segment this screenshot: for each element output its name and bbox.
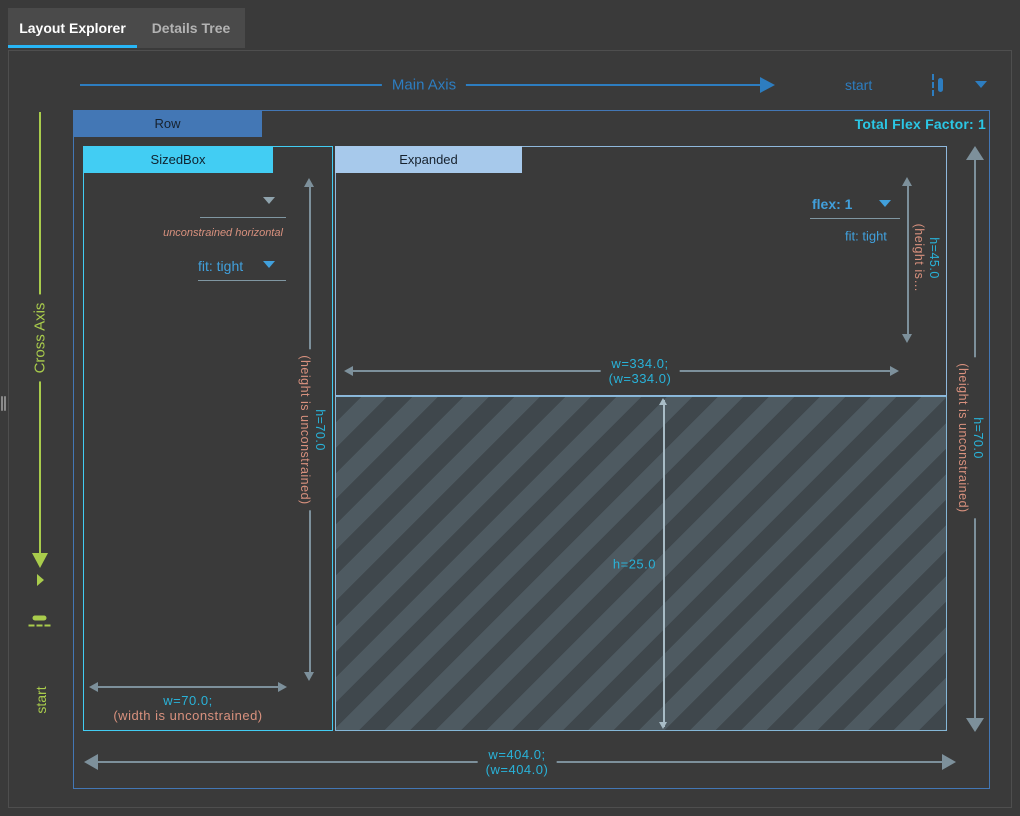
cross-axis-label: Cross Axis [32,295,49,382]
tab-layout-explorer-label: Layout Explorer [19,20,126,36]
row-width-arrowhead-left-icon [84,754,98,770]
tab-details-tree-label: Details Tree [152,20,231,36]
sizedbox-dropdown-underline [200,217,286,218]
row-widget-label: Row [154,116,180,131]
main-axis-arrowhead-icon [760,77,775,93]
layout-explorer-screen: Layout Explorer Details Tree Main Axis s… [0,0,1020,816]
free-space-height-arrow [663,400,665,727]
expanded-flex-chevron-down-icon[interactable] [879,200,891,207]
row-height-arrowhead-up-icon [966,146,984,160]
expanded-fit-value: fit: tight [845,229,887,244]
sizedbox-height-constraint: (height is unconstrained) [297,355,312,504]
expanded-flex-value[interactable]: flex: 1 [812,196,852,212]
expanded-width-arrowhead-right-icon [890,366,899,376]
row-width-value: w=404.0; [486,747,549,762]
sizedbox-fit-underline [198,280,286,281]
row-width-arrowhead-right-icon [942,754,956,770]
expanded-widget-label: Expanded [399,152,458,167]
sizedbox-constraint-description: unconstrained horizontal [163,227,283,239]
expanded-height-constraint: (height is… [911,224,926,293]
free-space-height-value: h=25.0 [598,557,656,572]
expanded-width-arrowhead-left-icon [344,366,353,376]
sizedbox-height-arrowhead-up-icon [304,178,314,187]
cross-axis-alignment-start-icon[interactable] [28,615,52,632]
main-axis-alignment-value[interactable]: start [845,77,872,93]
row-height-value: h=70.0 [970,363,985,512]
row-width-annotation: w=404.0; (w=404.0) [478,746,557,778]
sizedbox-fit-value[interactable]: fit: tight [198,258,243,274]
sizedbox-height-value: h=70.0 [312,355,327,504]
expanded-widget-header[interactable]: Expanded [335,146,522,173]
expanded-height-arrow [907,184,909,336]
sizedbox-width-constraint: (width is unconstrained) [113,708,262,723]
sizedbox-width-arrowhead-right-icon [278,682,287,692]
row-height-arrowhead-down-icon [966,718,984,732]
expanded-height-annotation: h=45.0 (height is… [926,258,995,288]
main-axis-label: Main Axis [382,77,466,94]
tab-layout-explorer[interactable]: Layout Explorer [8,8,137,48]
cross-axis-alignment-value[interactable]: start [33,686,49,713]
sizedbox-fit-chevron-down-icon[interactable] [263,261,275,268]
free-space-arrowhead-down-icon [659,722,667,729]
cross-axis-arrowhead-icon [32,553,48,568]
sizedbox-width-arrow [96,686,280,688]
tab-details-tree[interactable]: Details Tree [137,8,245,48]
expanded-height-value: h=45.0 [926,224,941,293]
expanded-width-constraint: (w=334.0) [609,371,672,386]
row-height-constraint: (height is unconstrained) [955,363,970,512]
total-flex-factor: Total Flex Factor: 1 [855,116,986,132]
row-height-annotation: h=70.0 (height is unconstrained) [970,438,1020,474]
sizedbox-widget-label: SizedBox [151,152,206,167]
sizedbox-width-annotation: w=70.0; (width is unconstrained) [113,693,262,723]
main-axis-alignment-start-icon[interactable] [927,73,944,97]
cross-axis-alignment-chevron-icon[interactable] [37,574,44,586]
tab-bar: Layout Explorer Details Tree [8,8,245,48]
expanded-height-arrowhead-down-icon [902,334,912,343]
row-widget-header[interactable]: Row [73,110,262,137]
expanded-flex-underline [810,218,900,219]
main-axis-alignment-chevron-down-icon[interactable] [975,81,987,88]
sizedbox-height-arrowhead-down-icon [304,672,314,681]
expanded-width-annotation: w=334.0; (w=334.0) [601,355,680,387]
sizedbox-width-arrowhead-left-icon [89,682,98,692]
free-space-arrowhead-up-icon [659,398,667,405]
expanded-height-arrowhead-up-icon [902,177,912,186]
sizedbox-width-value: w=70.0; [113,693,262,708]
sizedbox-widget-header[interactable]: SizedBox [83,146,273,173]
row-width-constraint: (w=404.0) [486,762,549,777]
expanded-width-value: w=334.0; [609,356,672,371]
sizedbox-dropdown-chevron-down-icon[interactable] [263,197,275,204]
